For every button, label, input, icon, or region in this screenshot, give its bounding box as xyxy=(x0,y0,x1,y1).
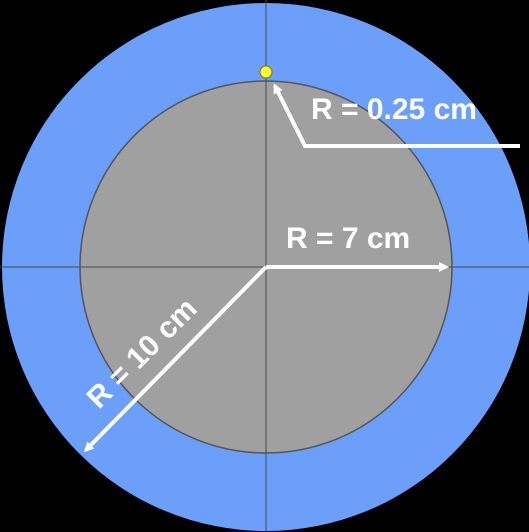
inner-radius-label: R = 7 cm xyxy=(286,222,410,255)
small-radius-label: R = 0.25 cm xyxy=(311,93,477,126)
outer-radius-arrow xyxy=(83,265,268,453)
small-radius-arrow xyxy=(273,83,520,148)
small-circle xyxy=(259,65,273,79)
